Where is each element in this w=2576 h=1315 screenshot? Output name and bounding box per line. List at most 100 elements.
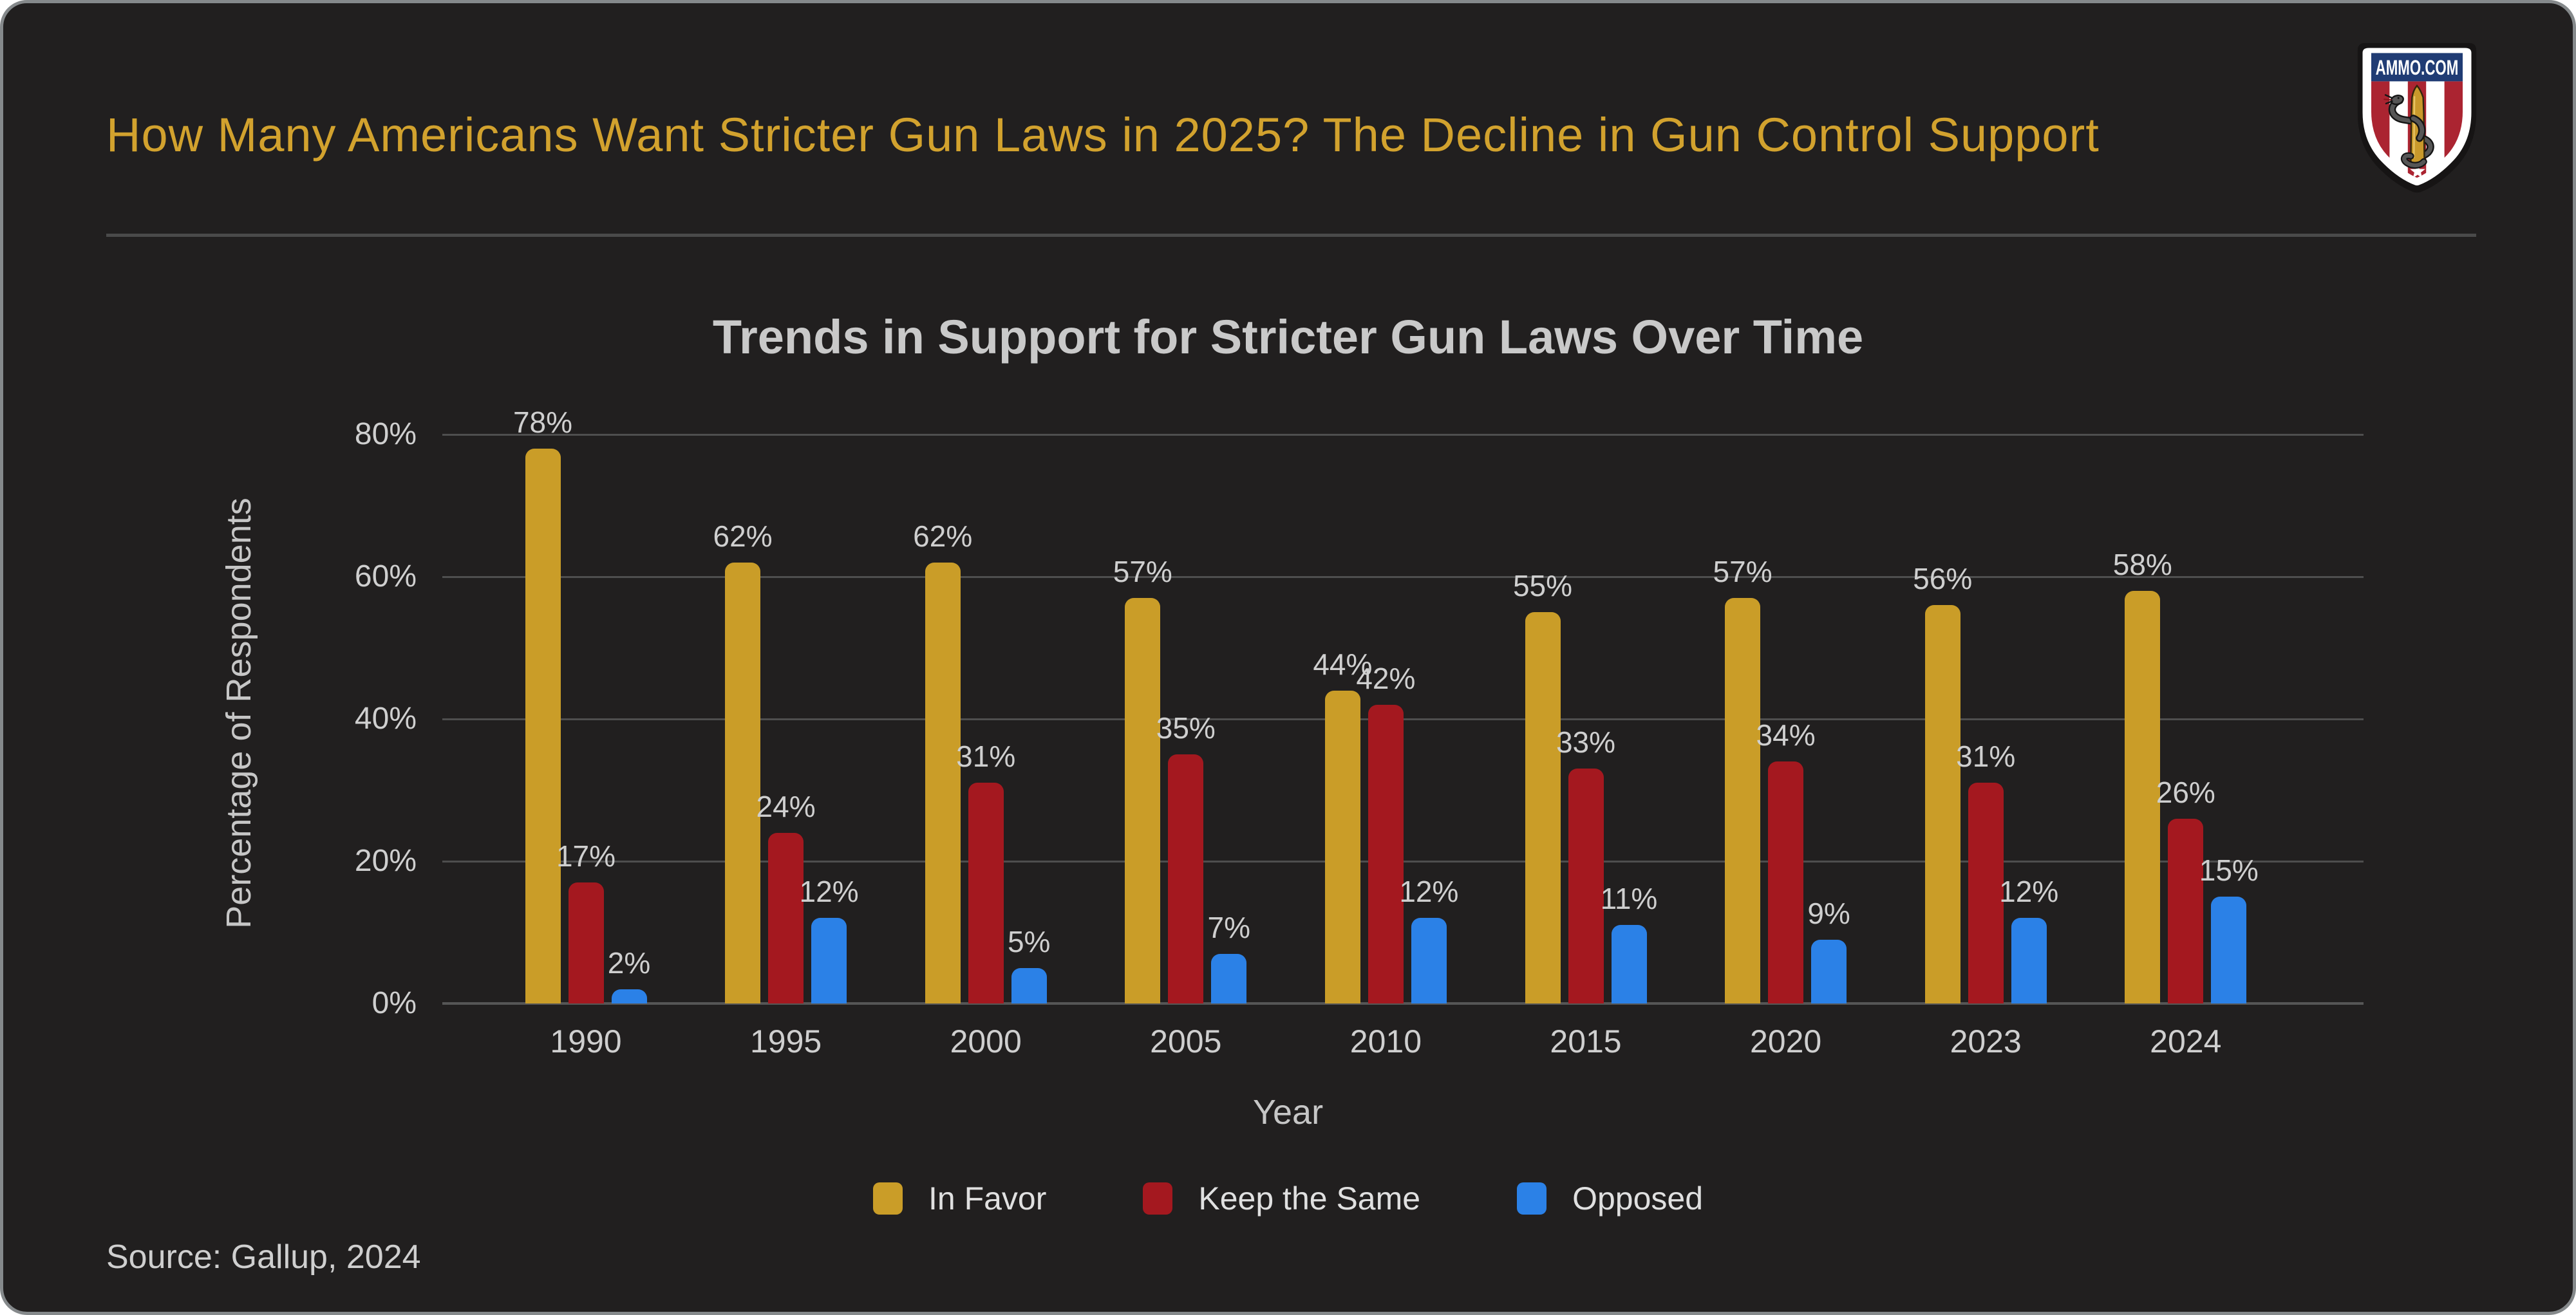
bar-opposed-1995[interactable] [811, 918, 847, 1003]
snake-head [2383, 94, 2404, 106]
legend-item-opposed[interactable]: Opposed [1517, 1180, 1703, 1217]
bar-opposed-2015[interactable] [1611, 925, 1647, 1003]
x-tick-2015: 2015 [1550, 1023, 1622, 1059]
bar-group-2023: 56% 31% 12% [1913, 434, 2058, 1003]
bar-in-favor-2000[interactable] [925, 562, 961, 1003]
bar-value-in-favor-2000: 62% [913, 519, 973, 553]
bar-keep-the-same-2000[interactable] [968, 783, 1004, 1003]
logo-text: AMMO.COM [2376, 55, 2459, 79]
legend-label-keep-the-same: Keep the Same [1198, 1180, 1421, 1217]
legend-swatch-opposed [1517, 1182, 1547, 1215]
bar-in-favor-2024[interactable] [2125, 591, 2161, 1003]
x-axis-title: Year [1252, 1093, 1324, 1132]
legend-label-in-favor: In Favor [928, 1180, 1047, 1217]
logo-star-icon [2410, 163, 2425, 178]
page-title: How Many Americans Want Stricter Gun Law… [106, 108, 2100, 162]
legend-item-keep-the-same[interactable]: Keep the Same [1143, 1180, 1420, 1217]
snake-front [2400, 115, 2427, 169]
bar-keep-the-same-2005[interactable] [1168, 754, 1204, 1003]
bar-keep-the-same-2023[interactable] [1968, 783, 2004, 1003]
y-tick-60: 60% [354, 559, 417, 593]
ammo-logo: AMMO.COM [2357, 42, 2477, 193]
bar-keep-the-same-2015[interactable] [1568, 769, 1604, 1003]
source-note: Source: Gallup, 2024 [106, 1238, 421, 1276]
y-tick-20: 20% [354, 844, 417, 878]
y-tick-0: 0% [371, 986, 417, 1020]
bar-in-favor-2010[interactable] [1324, 690, 1360, 1003]
gridline-80 [442, 433, 2364, 436]
bar-value-keep-the-same-2000: 31% [956, 740, 1016, 774]
bar-opposed-2020[interactable] [1811, 939, 1847, 1003]
bar-value-in-favor-2005: 57% [1113, 555, 1172, 589]
bar-group-1990: 78% 17% 2% [513, 406, 651, 1003]
bar-value-opposed-2020: 9% [1807, 896, 1850, 930]
bar-value-in-favor-2024: 58% [2112, 548, 2172, 582]
x-tick-2020: 2020 [1749, 1023, 1822, 1059]
bar-value-opposed-2010: 12% [1399, 875, 1459, 909]
x-tick-2010: 2010 [1349, 1023, 1422, 1059]
bar-in-favor-2023[interactable] [1924, 605, 1960, 1003]
x-tick-1990: 1990 [550, 1023, 622, 1059]
bar-value-keep-the-same-2010: 42% [1356, 661, 1416, 695]
bar-value-keep-the-same-2024: 26% [2156, 775, 2215, 809]
x-tick-2024: 2024 [2150, 1023, 2222, 1059]
bar-group-2010: 44% 42% 12% [1313, 434, 1458, 1003]
bar-keep-the-same-2024[interactable] [2168, 818, 2204, 1003]
bar-value-opposed-1995: 12% [799, 875, 859, 909]
gridline-0 [442, 1002, 2364, 1005]
x-tick-2023: 2023 [1950, 1023, 2022, 1059]
bar-group-2005: 57% 35% 7% [1113, 434, 1250, 1003]
bar-opposed-2000[interactable] [1011, 967, 1047, 1003]
x-tick-2000: 2000 [950, 1023, 1022, 1059]
chart-legend: In Favor Keep the Same Opposed [3, 1180, 2573, 1217]
bar-value-in-favor-2015: 55% [1512, 569, 1573, 603]
y-tick-40: 40% [354, 702, 417, 736]
legend-swatch-in-favor [872, 1182, 903, 1215]
bar-opposed-2023[interactable] [2011, 918, 2047, 1003]
bar-opposed-2010[interactable] [1411, 918, 1447, 1003]
bar-group-2015: 55% 33% 11% [1513, 434, 1657, 1003]
bar-opposed-2024[interactable] [2211, 897, 2247, 1003]
bar-opposed-1990[interactable] [611, 989, 647, 1003]
bar-keep-the-same-2010[interactable] [1368, 704, 1404, 1003]
chart-title: Trends in Support for Stricter Gun Laws … [712, 310, 1864, 364]
bar-keep-the-same-1990[interactable] [568, 882, 604, 1003]
bar-value-keep-the-same-2005: 35% [1156, 711, 1216, 745]
bar-group-2020: 57% 34% 9% [1713, 434, 1850, 1003]
bar-group-1995: 62% 24% 12% [713, 434, 859, 1003]
legend-label-opposed: Opposed [1572, 1180, 1704, 1217]
bar-group-2024: 58% 26% 15% [2113, 434, 2259, 1003]
bar-value-opposed-2015: 11% [1600, 882, 1658, 916]
bar-value-in-favor-2010: 44% [1313, 647, 1373, 681]
bar-value-opposed-1990: 2% [607, 946, 651, 980]
y-tick-80: 80% [354, 417, 417, 451]
bar-value-opposed-2005: 7% [1207, 910, 1251, 944]
bar-in-favor-2020[interactable] [1725, 598, 1761, 1003]
x-tick-2005: 2005 [1150, 1023, 1222, 1059]
plot-area: 0% 20% 40% 60% 80% 78% 17% 2% 1990 62% 24% 12% 1995 6… [355, 406, 2364, 1059]
bar-value-in-favor-1995: 62% [713, 519, 773, 553]
bar-opposed-2005[interactable] [1211, 953, 1247, 1003]
bar-in-favor-2015[interactable] [1525, 612, 1561, 1003]
bar-value-in-favor-2023: 56% [1913, 562, 1973, 596]
bar-value-opposed-2024: 15% [2199, 853, 2259, 888]
bar-value-opposed-2000: 5% [1007, 924, 1051, 958]
legend-swatch-keep-the-same [1143, 1182, 1173, 1215]
gridline-60 [442, 575, 2364, 578]
bar-keep-the-same-2020[interactable] [1768, 761, 1804, 1003]
bar-in-favor-2005[interactable] [1125, 598, 1161, 1003]
bar-value-keep-the-same-2015: 33% [1556, 725, 1616, 760]
bar-group-2000: 62% 31% 5% [913, 434, 1051, 1003]
bar-in-favor-1990[interactable] [525, 449, 561, 1003]
bar-value-in-favor-2020: 57% [1713, 555, 1772, 589]
bar-in-favor-1995[interactable] [725, 562, 761, 1003]
bar-keep-the-same-1995[interactable] [768, 832, 804, 1003]
bar-value-keep-the-same-1995: 24% [756, 789, 816, 823]
legend-item-in-favor[interactable]: In Favor [872, 1180, 1047, 1217]
header-divider [106, 234, 2476, 237]
bar-value-keep-the-same-2023: 31% [1956, 740, 2016, 774]
bar-value-keep-the-same-1990: 17% [556, 839, 616, 873]
y-axis-title: Percentage of Respondents [220, 498, 258, 929]
bar-value-in-favor-1990: 78% [512, 406, 573, 440]
